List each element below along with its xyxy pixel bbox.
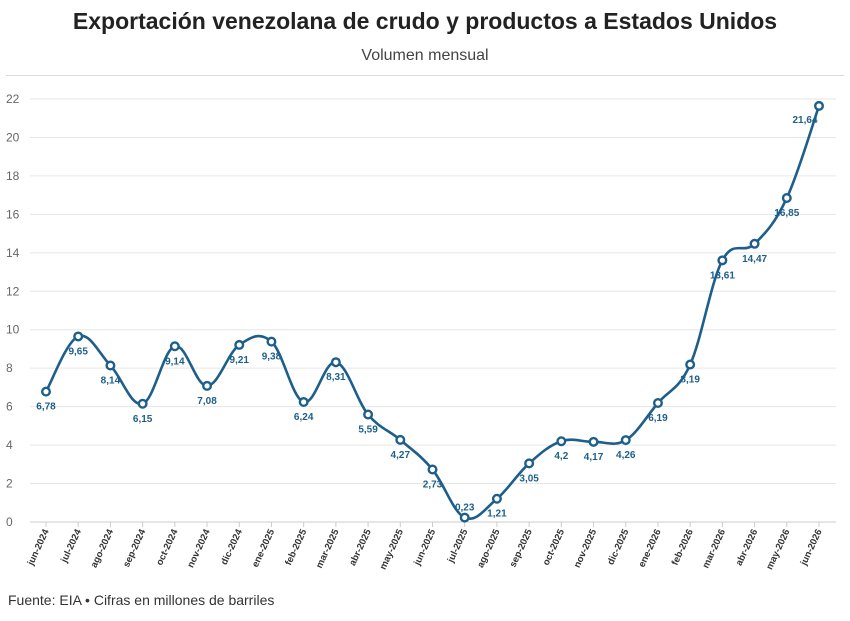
x-tick-label: may-2025 — [378, 527, 407, 572]
data-point — [363, 409, 374, 420]
y-tick-label: 2 — [6, 477, 13, 491]
data-point — [427, 464, 438, 475]
data-point — [685, 359, 696, 370]
data-label: 16,85 — [774, 208, 799, 219]
data-label: 6,19 — [648, 413, 668, 424]
data-point — [105, 360, 116, 371]
x-tick-label: nov-2024 — [185, 527, 213, 570]
x-tick-label: abr-2025 — [347, 527, 374, 568]
data-point — [234, 339, 245, 350]
x-tick-label: sep-2024 — [121, 527, 148, 569]
data-point — [620, 435, 631, 446]
data-point — [137, 398, 148, 409]
x-tick-label: jun-2025 — [412, 527, 439, 568]
data-point — [298, 397, 309, 408]
data-label: 9,21 — [230, 355, 250, 366]
data-point — [588, 436, 599, 447]
data-label: 6,24 — [294, 412, 314, 423]
y-tick-label: 22 — [6, 92, 20, 106]
x-tick-label: feb-2025 — [283, 527, 310, 567]
data-point — [524, 458, 535, 469]
x-tick-label: ago-2025 — [475, 527, 503, 570]
data-label: 14,47 — [742, 254, 767, 265]
source-note: Fuente: EIA • Cifras en millones de barr… — [8, 592, 275, 608]
data-point — [73, 331, 84, 342]
data-point — [169, 341, 180, 352]
y-tick-label: 16 — [6, 207, 20, 221]
data-label: 3,05 — [519, 473, 539, 484]
data-point — [781, 193, 792, 204]
data-point — [202, 380, 213, 391]
x-tick-label: feb-2026 — [670, 528, 696, 568]
y-axis: 0 2 4 6 8 10 12 14 16 18 20 22 — [6, 92, 20, 529]
y-tick-label: 6 — [6, 400, 13, 414]
data-point — [491, 493, 502, 504]
x-tick-label: oct-2025 — [541, 527, 568, 567]
data-label: 0,23 — [455, 503, 475, 514]
data-label: 8,19 — [680, 375, 700, 386]
data-label: 4,2 — [554, 451, 568, 462]
data-label: 7,08 — [197, 396, 217, 407]
x-tick-label: ago-2024 — [89, 527, 117, 570]
y-tick-label: 0 — [6, 515, 13, 529]
data-series — [41, 100, 825, 523]
y-tick-label: 12 — [6, 284, 20, 298]
x-tick-label: mar-2026 — [700, 528, 728, 570]
x-tick-label: oct-2024 — [154, 527, 181, 567]
x-tick-label: ene-2025 — [250, 527, 277, 569]
data-label: 6,78 — [36, 402, 56, 413]
x-tick-label: sep-2025 — [508, 527, 535, 569]
data-point — [459, 512, 470, 523]
gridlines — [30, 98, 836, 523]
y-tick-label: 20 — [6, 130, 20, 144]
x-tick-label: jul-2024 — [59, 527, 85, 565]
x-tick-label: abr-2026 — [734, 528, 760, 568]
y-tick-label: 8 — [6, 361, 13, 375]
data-point — [266, 336, 277, 347]
data-point — [41, 386, 52, 397]
y-tick-label: 4 — [6, 438, 13, 452]
y-tick-label: 14 — [6, 246, 20, 260]
chart-subtitle: Volumen mensual — [361, 47, 489, 64]
data-point — [814, 100, 825, 111]
data-point — [556, 436, 567, 447]
x-tick-label: nov-2025 — [572, 527, 600, 570]
data-label: 13,61 — [710, 270, 735, 281]
data-label: 4,26 — [616, 450, 636, 461]
data-point — [652, 397, 663, 408]
data-label: 9,14 — [165, 356, 185, 367]
data-point — [395, 434, 406, 445]
x-tick-label: jul-2025 — [445, 527, 471, 565]
x-tick-label: may-2026 — [764, 528, 792, 572]
x-axis: jun-2024 jul-2024 ago-2024 sep-2024 oct-2024… — [25, 522, 825, 572]
data-label: 6,15 — [133, 414, 153, 425]
data-label: 8,14 — [101, 375, 121, 386]
x-tick-label: jun-2026 — [798, 528, 825, 568]
header-divider — [6, 75, 844, 76]
data-label: 4,27 — [391, 450, 411, 461]
y-tick-label: 10 — [6, 323, 20, 337]
data-label: 2,73 — [423, 480, 443, 491]
data-point — [330, 357, 341, 368]
chart-title: Exportación venezolana de crudo y produc… — [72, 8, 778, 34]
data-label: 8,31 — [326, 372, 346, 383]
data-label: 1,21 — [487, 509, 507, 520]
x-tick-label: dic-2024 — [219, 527, 245, 567]
x-tick-label: dic-2025 — [605, 527, 631, 567]
x-tick-label: ene-2026 — [637, 528, 664, 570]
x-tick-label: jun-2024 — [25, 527, 52, 568]
data-label: 4,17 — [584, 452, 604, 463]
data-point — [717, 255, 728, 266]
data-label: 5,59 — [358, 425, 378, 436]
data-label: 9,38 — [262, 352, 282, 363]
x-tick-label: mar-2025 — [314, 527, 342, 570]
data-labels: 6,78 9,65 8,14 6,15 9,14 7,08 9,21 9,38 6,24 8,31… — [36, 115, 818, 520]
y-tick-label: 18 — [6, 169, 20, 183]
series-line — [44, 105, 821, 520]
data-label: 9,65 — [68, 346, 88, 357]
data-label: 21,64 — [792, 115, 817, 126]
data-point — [749, 238, 760, 249]
